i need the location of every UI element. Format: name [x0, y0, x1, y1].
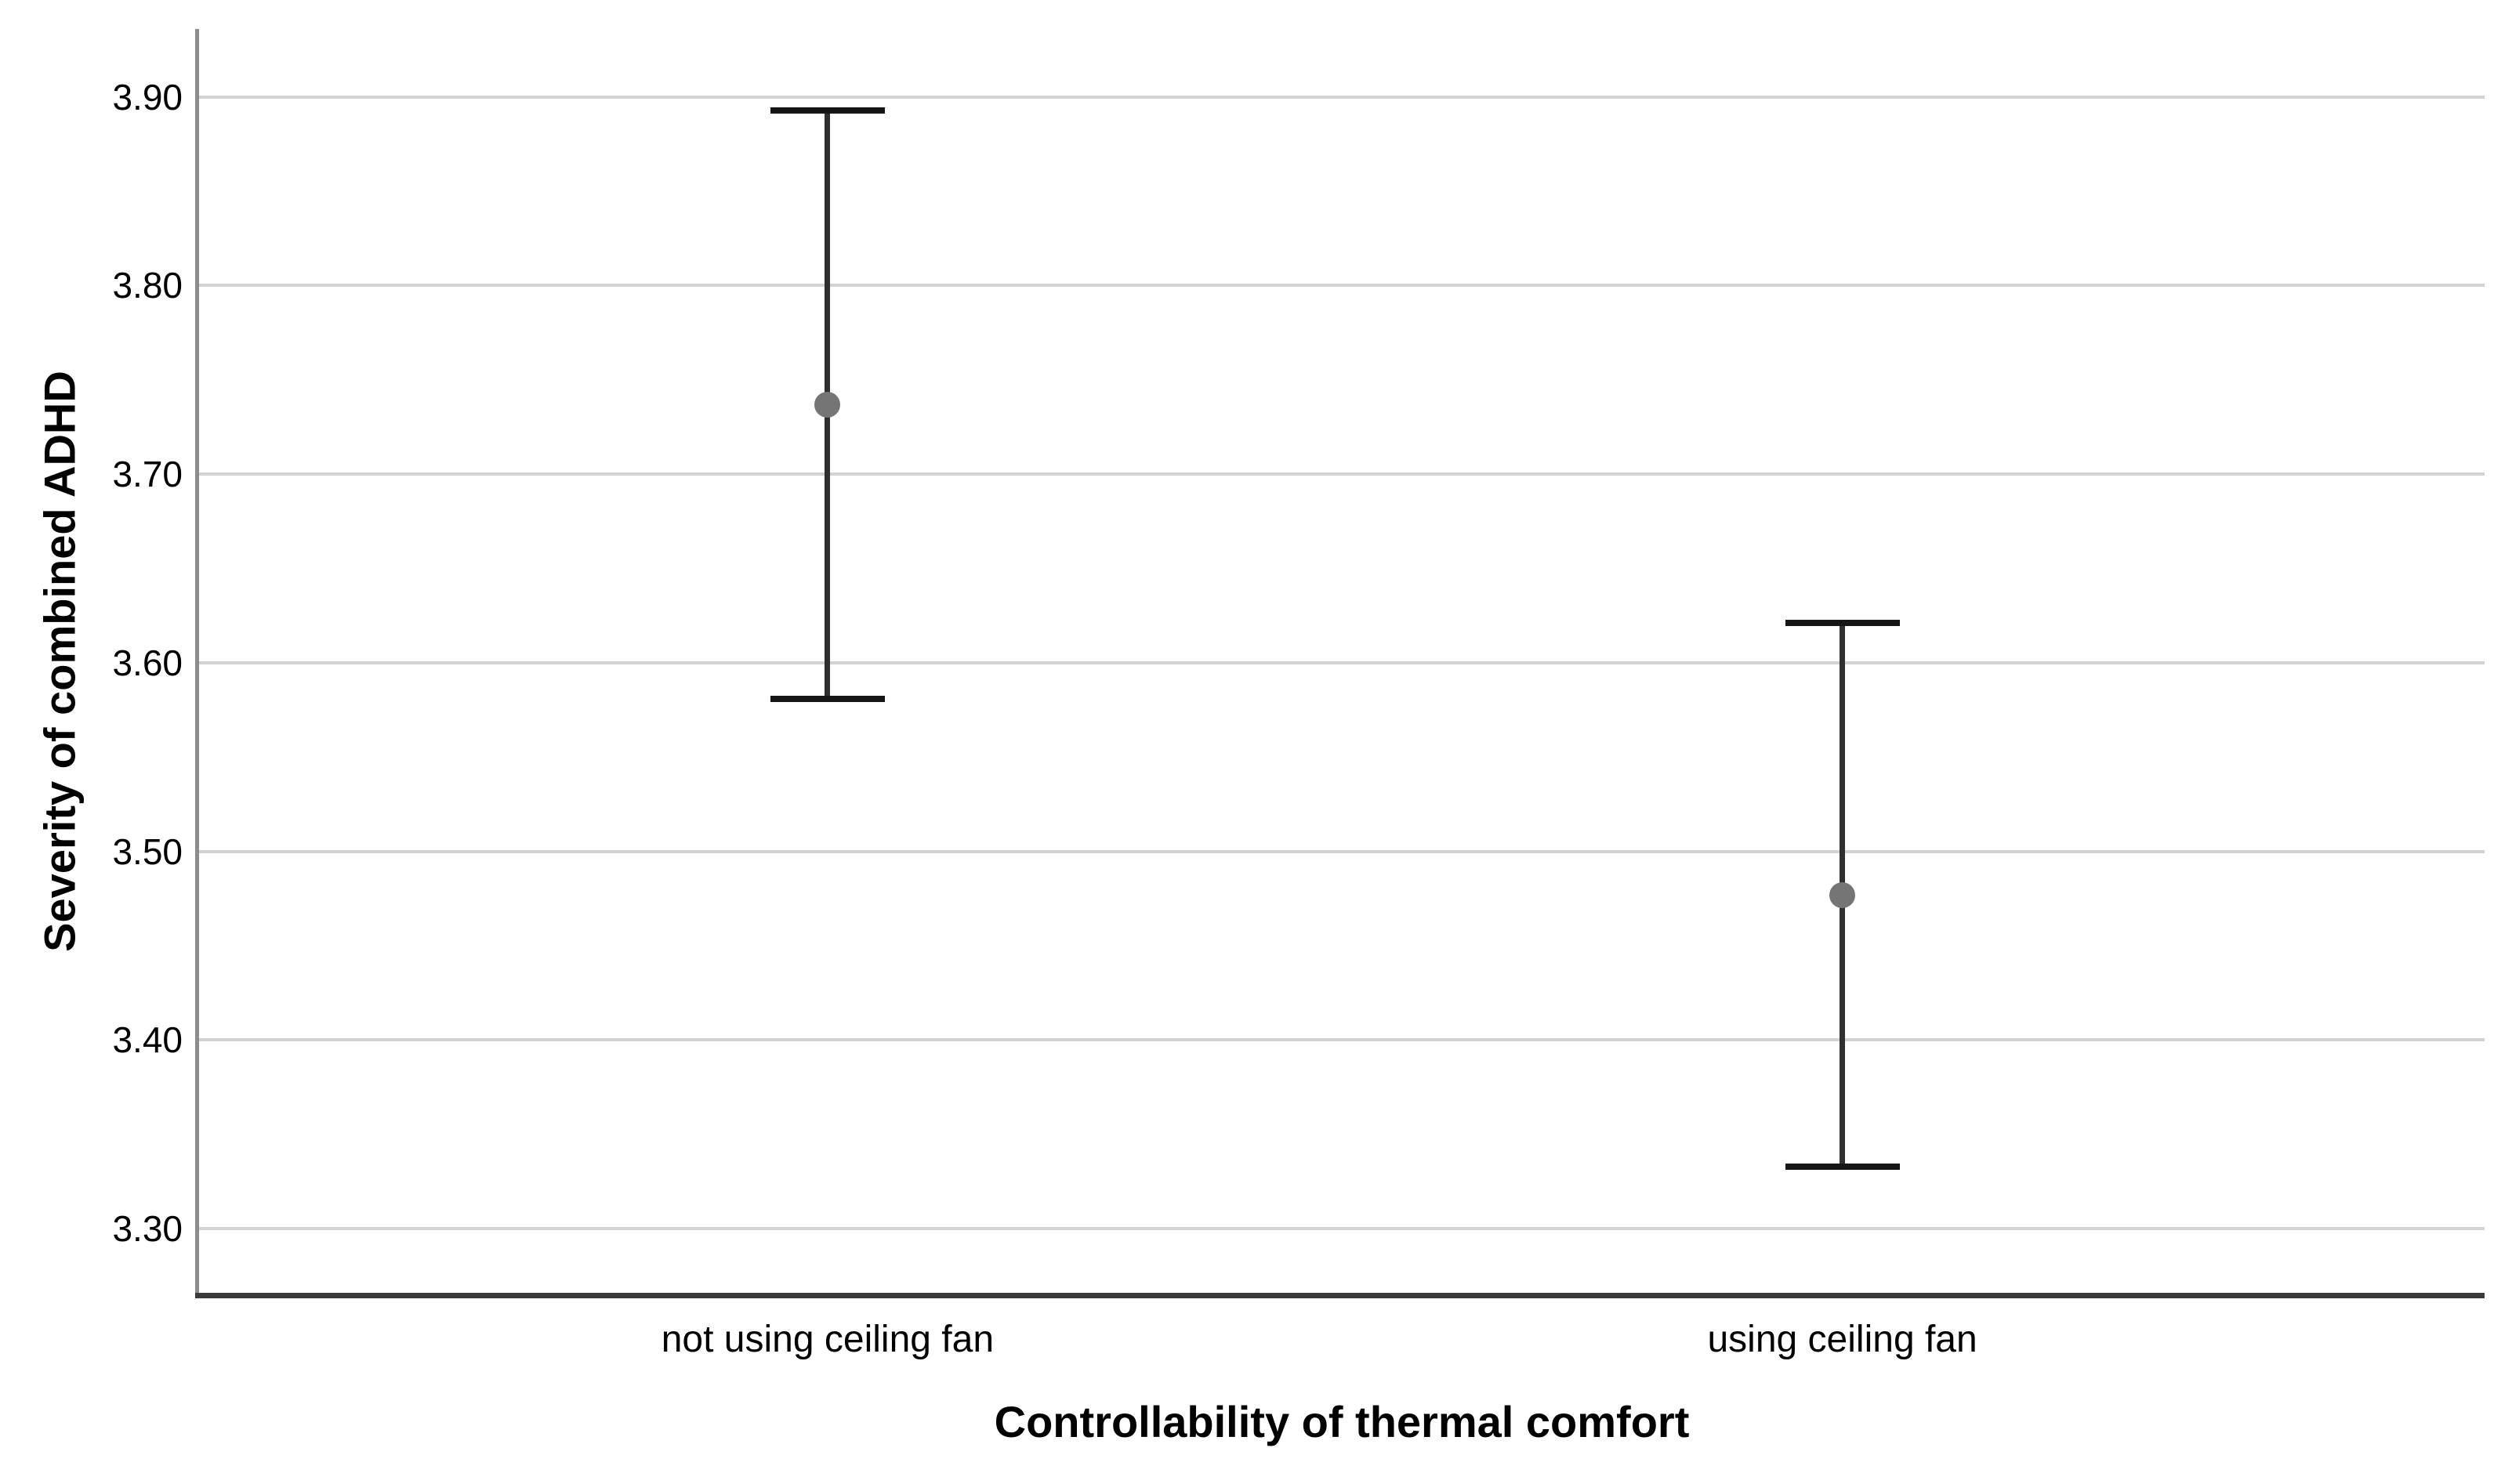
y-axis-line: [195, 29, 199, 1293]
error-bar-lower-cap: [770, 695, 885, 702]
y-gridline: [199, 661, 2485, 664]
y-gridline: [199, 1227, 2485, 1231]
y-gridline: [199, 472, 2485, 476]
mean-marker: [1829, 881, 1856, 908]
x-category-label: not using ceiling fan: [661, 1319, 995, 1360]
y-tick-label: 3.40: [112, 1019, 183, 1061]
x-axis-title: Controllability of thermal comfort: [994, 1397, 1690, 1446]
error-bar-upper-cap: [770, 107, 885, 114]
y-gridline: [199, 95, 2485, 99]
y-gridline: [199, 284, 2485, 288]
error-bar-lower-cap: [1785, 1163, 1900, 1170]
y-gridline: [199, 849, 2485, 853]
y-tick-label: 3.70: [112, 454, 183, 495]
y-gridline: [199, 1038, 2485, 1042]
y-tick-label: 3.60: [112, 642, 183, 683]
x-category-label: using ceiling fan: [1707, 1319, 1977, 1360]
y-tick-label: 3.90: [112, 76, 183, 118]
x-axis-line: [195, 1293, 2485, 1298]
y-tick-label: 3.50: [112, 831, 183, 872]
mean-marker: [814, 391, 841, 418]
error-bar-upper-cap: [1785, 620, 1900, 627]
y-tick-label: 3.80: [112, 265, 183, 306]
y-tick-label: 3.30: [112, 1208, 183, 1250]
